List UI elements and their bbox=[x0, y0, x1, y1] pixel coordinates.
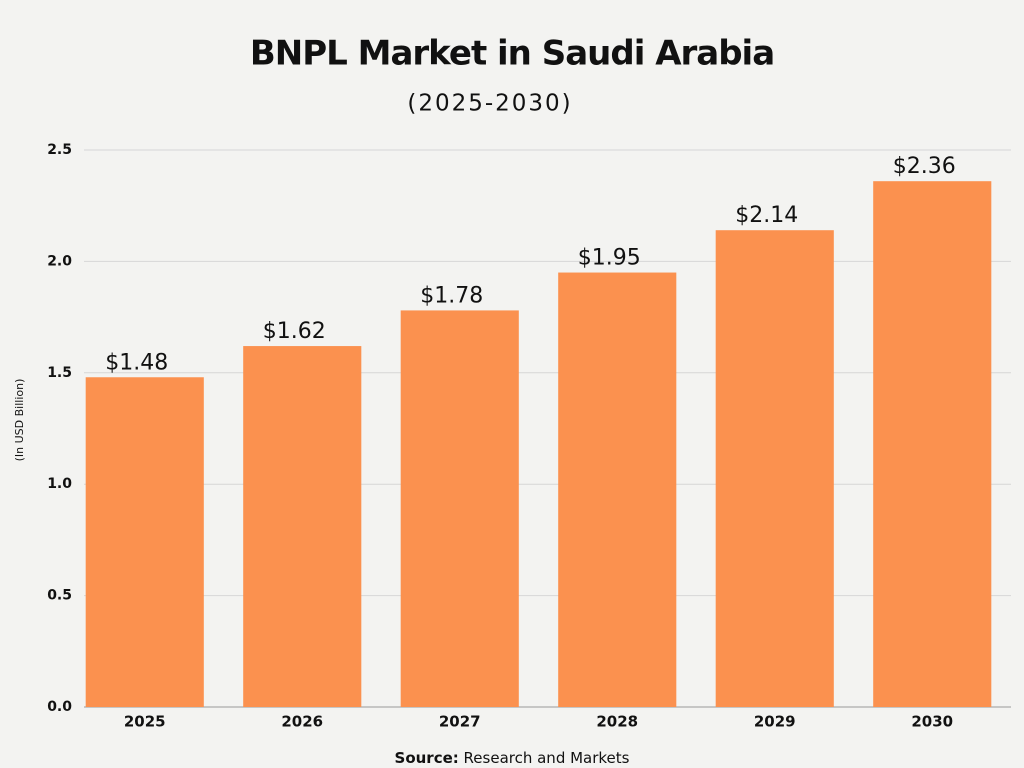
x-tick-label: 2028 bbox=[596, 713, 638, 731]
y-tick-label: 1.0 bbox=[47, 476, 72, 492]
x-tick-label: 2027 bbox=[439, 713, 481, 731]
bar bbox=[873, 181, 992, 707]
x-tick-label: 2025 bbox=[124, 713, 166, 731]
x-tick-label: 2026 bbox=[281, 713, 323, 731]
value-label: $2.14 bbox=[735, 203, 798, 228]
source-label: Source: bbox=[395, 749, 459, 767]
bar bbox=[85, 377, 204, 707]
value-label: $1.48 bbox=[105, 350, 168, 375]
value-label: $1.62 bbox=[263, 319, 326, 344]
y-tick-label: 2.5 bbox=[47, 142, 72, 158]
y-axis-label: (In USD Billion) bbox=[13, 379, 26, 462]
value-label: $2.36 bbox=[893, 154, 956, 179]
bar bbox=[400, 310, 519, 707]
value-label: $1.78 bbox=[420, 283, 483, 308]
bar bbox=[715, 230, 834, 707]
source: Source: Research and Markets bbox=[395, 749, 630, 767]
chart-subtitle: (2025-2030) bbox=[407, 91, 572, 117]
bar bbox=[243, 346, 362, 707]
x-tick-label: 2029 bbox=[754, 713, 796, 731]
y-tick-label: 2.0 bbox=[47, 253, 72, 269]
bar bbox=[558, 272, 677, 707]
y-tick-label: 0.5 bbox=[47, 588, 72, 604]
value-label: $1.95 bbox=[578, 246, 641, 271]
source-text: Research and Markets bbox=[464, 749, 630, 767]
x-tick-label: 2030 bbox=[911, 713, 953, 731]
chart-title: BNPL Market in Saudi Arabia bbox=[250, 34, 774, 74]
y-tick-label: 1.5 bbox=[47, 365, 72, 381]
y-tick-label: 0.0 bbox=[47, 699, 72, 715]
